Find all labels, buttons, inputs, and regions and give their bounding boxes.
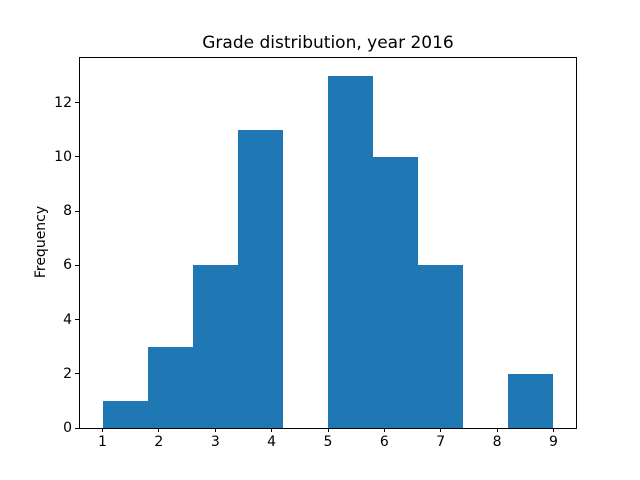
plot-area bbox=[79, 57, 577, 429]
histogram-bar bbox=[508, 373, 554, 428]
x-tick-label: 8 bbox=[492, 434, 502, 450]
histogram-bar bbox=[147, 346, 193, 428]
x-tick-mark bbox=[553, 428, 554, 432]
x-tick-label: 7 bbox=[436, 434, 446, 450]
y-tick-label: 12 bbox=[54, 94, 72, 111]
x-tick-mark bbox=[214, 428, 216, 432]
y-tick-label: 4 bbox=[63, 311, 72, 328]
y-tick-label: 8 bbox=[63, 203, 72, 220]
x-tick-label: 2 bbox=[154, 434, 164, 450]
histogram-bar bbox=[418, 265, 464, 428]
x-tick-mark bbox=[496, 428, 498, 432]
histogram-bar bbox=[328, 75, 374, 428]
y-tick-mark bbox=[75, 264, 79, 266]
chart-title: Grade distribution, year 2016 bbox=[202, 33, 454, 53]
y-tick-mark bbox=[75, 156, 79, 158]
histogram-bar bbox=[237, 129, 283, 428]
y-tick-mark bbox=[75, 210, 79, 212]
x-tick-label: 6 bbox=[379, 434, 389, 450]
y-tick-label: 10 bbox=[54, 148, 72, 165]
x-tick-mark bbox=[271, 428, 273, 432]
y-tick-label: 6 bbox=[63, 257, 72, 274]
x-tick-label: 1 bbox=[98, 434, 107, 450]
x-tick-mark bbox=[383, 428, 385, 432]
histogram-bar bbox=[373, 156, 419, 428]
x-tick-mark bbox=[158, 428, 160, 432]
y-tick-mark bbox=[75, 102, 79, 104]
y-tick-label: 2 bbox=[63, 365, 72, 382]
x-tick-label: 3 bbox=[210, 434, 220, 450]
x-tick-label: 5 bbox=[323, 434, 333, 450]
y-tick-mark bbox=[75, 427, 79, 429]
histogram-bar bbox=[192, 265, 238, 428]
x-tick-mark bbox=[102, 428, 103, 432]
x-tick-mark bbox=[327, 428, 329, 432]
y-tick-label: 0 bbox=[63, 420, 72, 436]
x-tick-label: 4 bbox=[267, 434, 277, 450]
y-tick-mark bbox=[75, 319, 79, 321]
x-tick-mark bbox=[440, 428, 442, 432]
x-tick-label: 9 bbox=[549, 434, 558, 450]
histogram-bar bbox=[102, 400, 148, 428]
y-tick-mark bbox=[75, 373, 79, 375]
